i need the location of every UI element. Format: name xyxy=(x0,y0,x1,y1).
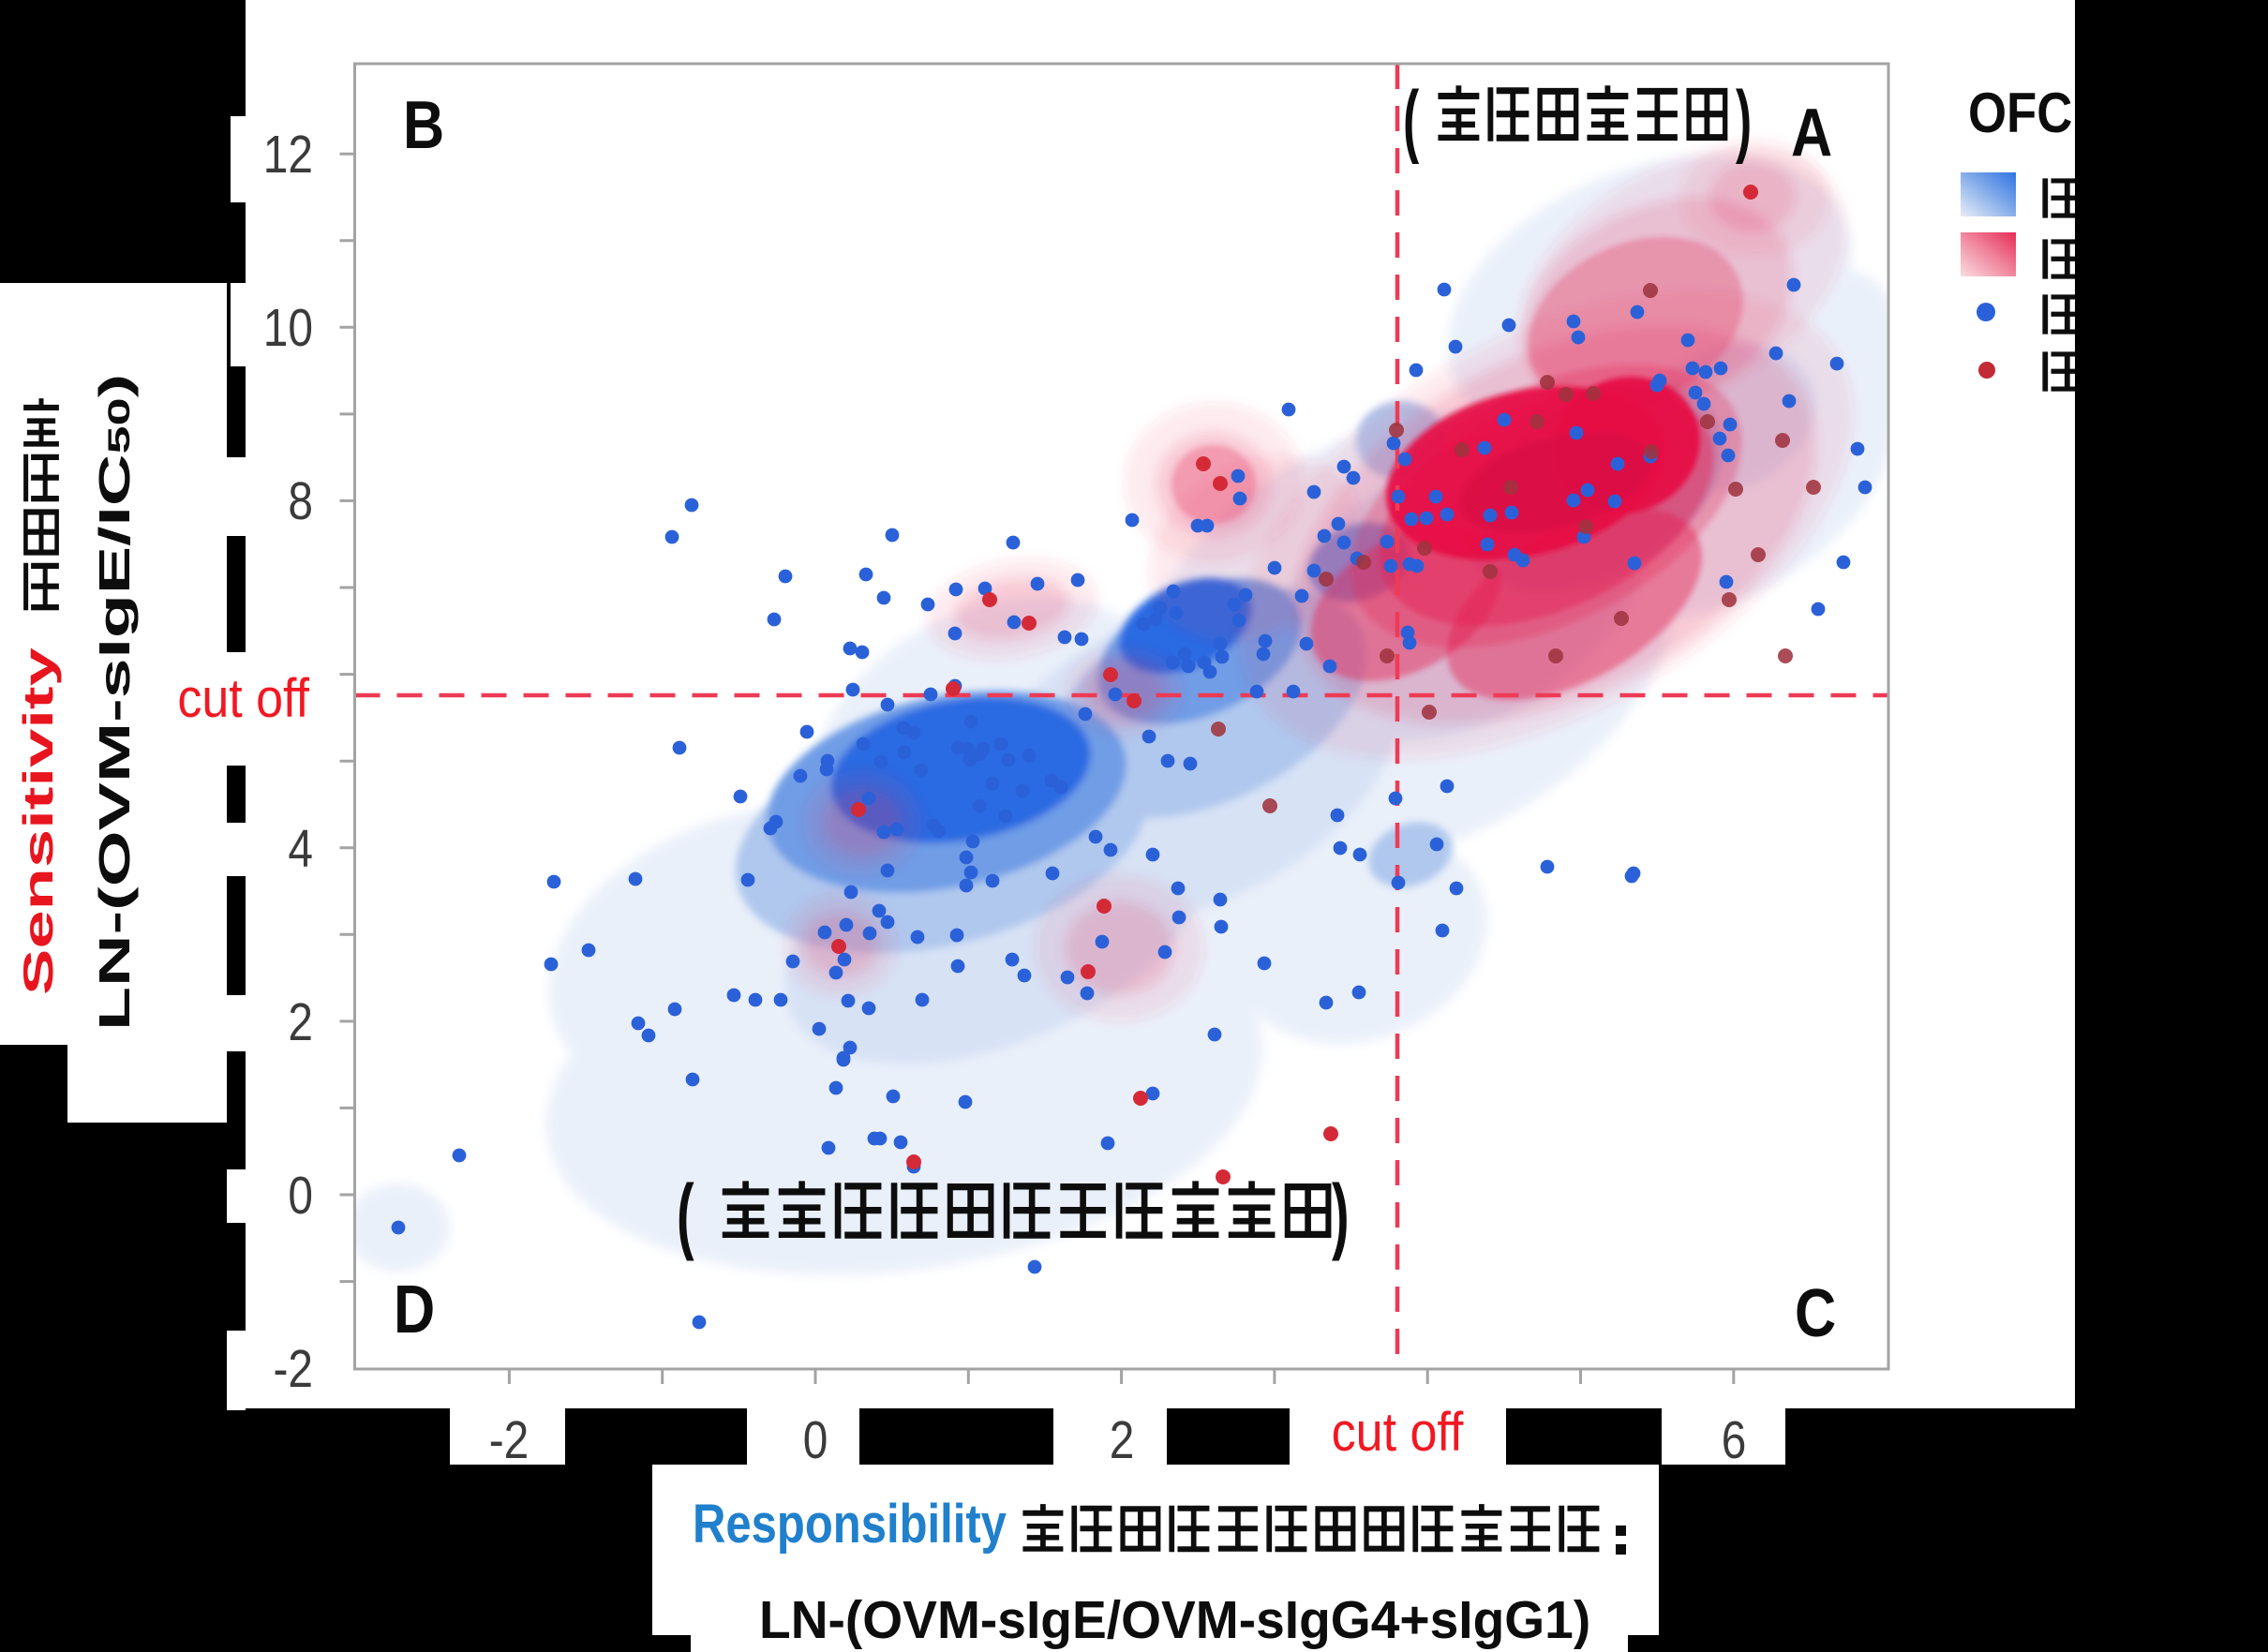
svg-text:4: 4 xyxy=(288,820,313,878)
svg-text:-2: -2 xyxy=(273,1340,313,1398)
svg-text:LN-(OVM-sIgE/IC50): LN-(OVM-sIgE/IC50) xyxy=(90,374,139,1031)
svg-text:C: C xyxy=(1795,1276,1836,1351)
svg-text:): ) xyxy=(1736,76,1752,166)
svg-text:(: ( xyxy=(1403,76,1419,166)
svg-text:6: 6 xyxy=(1722,1411,1747,1469)
svg-text:): ) xyxy=(1332,1167,1350,1261)
svg-text:8: 8 xyxy=(288,472,313,530)
svg-text:B: B xyxy=(403,88,444,163)
svg-text:A: A xyxy=(1791,96,1832,171)
svg-text:2: 2 xyxy=(288,993,313,1051)
svg-text:(: ( xyxy=(677,1167,694,1261)
svg-text:cut off: cut off xyxy=(177,667,309,728)
svg-text:Responsibility: Responsibility xyxy=(693,1494,1007,1555)
svg-text:D: D xyxy=(394,1272,435,1347)
svg-text:0: 0 xyxy=(803,1411,828,1469)
svg-text:10: 10 xyxy=(263,299,313,357)
svg-text:12: 12 xyxy=(263,126,313,184)
svg-text:2: 2 xyxy=(1110,1411,1135,1469)
svg-text:0: 0 xyxy=(288,1167,313,1225)
svg-text:LN-(OVM-sIgE/OVM-sIgG4+sIgG1): LN-(OVM-sIgE/OVM-sIgG4+sIgG1) xyxy=(759,1589,1590,1649)
svg-text:Sensitivity: Sensitivity xyxy=(15,647,62,995)
svg-text:cut off: cut off xyxy=(1332,1401,1464,1462)
svg-text:-2: -2 xyxy=(489,1411,530,1469)
svg-text:OFC: OFC xyxy=(1968,82,2072,144)
